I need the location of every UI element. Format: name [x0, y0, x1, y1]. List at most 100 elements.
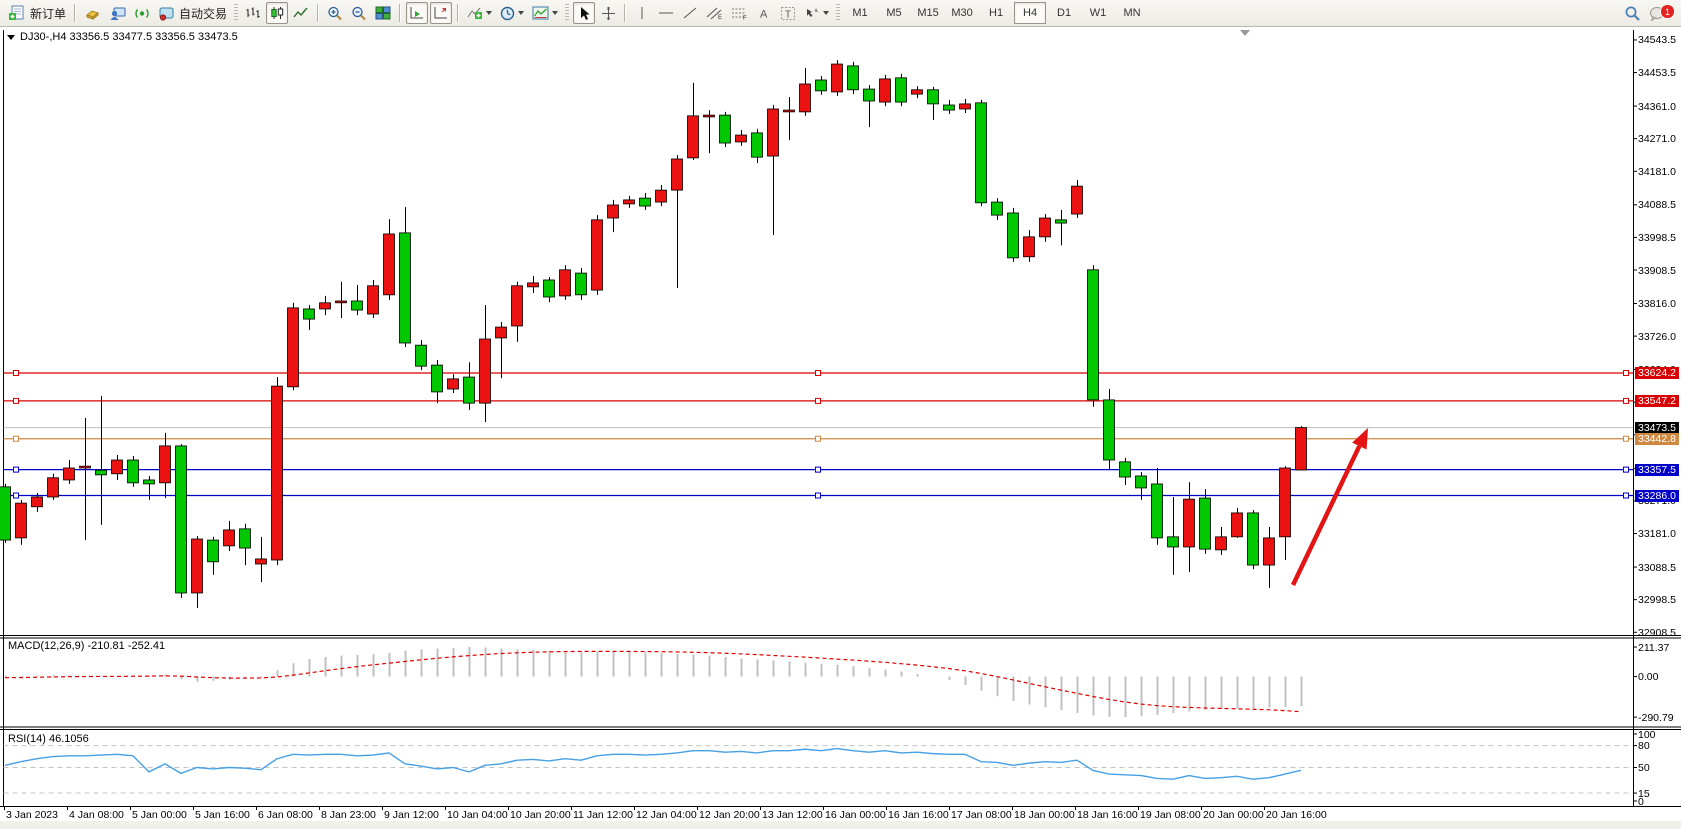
text-button[interactable]: A: [753, 2, 775, 24]
timeframe-m30[interactable]: M30: [951, 7, 973, 19]
candle-body: [1167, 536, 1179, 548]
candle-body: [1103, 399, 1115, 461]
fibonacci-button[interactable]: F: [728, 2, 751, 24]
rsi-tick-label: 0: [1638, 795, 1644, 808]
notification-badge: 1: [1660, 4, 1675, 19]
candle-body: [1279, 467, 1291, 538]
fibonacci-icon: F: [732, 8, 747, 20]
rsi-tick-label: 80: [1638, 740, 1650, 753]
candle-body: [1231, 512, 1243, 538]
timeframe-d1[interactable]: D1: [1057, 7, 1072, 19]
trend-arrow[interactable]: [1290, 445, 1362, 586]
bottom-strip: [0, 821, 1681, 829]
time-tick-label: 6 Jan 08:00: [258, 809, 313, 821]
cursor-icon: [581, 6, 590, 20]
candle-body: [447, 378, 459, 390]
notifications-button[interactable]: 1: [1646, 2, 1675, 24]
cursor-button[interactable]: [573, 2, 596, 24]
search-button[interactable]: [1621, 2, 1644, 24]
clock-icon: [500, 6, 515, 20]
candle-body: [0, 486, 11, 541]
price-tick-label: 34088.5: [1638, 199, 1676, 212]
candle-body: [255, 558, 267, 565]
candle-body: [1007, 212, 1019, 259]
trendline-button[interactable]: [679, 2, 701, 24]
indicators-button[interactable]: [464, 2, 495, 24]
auto-scroll-button[interactable]: [406, 2, 429, 24]
price-tick-label: 32998.5: [1638, 594, 1676, 607]
price-tick-label: 32908.5: [1638, 626, 1676, 639]
new-order-button[interactable]: 新订单: [5, 2, 69, 24]
candle-body: [239, 528, 251, 549]
svg-text:T: T: [785, 9, 791, 20]
terminal-user-icon: [110, 7, 126, 20]
timeframe-m1[interactable]: M1: [852, 7, 868, 19]
signals-button[interactable]: [131, 2, 153, 24]
candle-body: [415, 344, 427, 367]
candle-body: [863, 88, 875, 102]
candle-body: [367, 285, 379, 315]
dropdown-caret: [552, 11, 559, 15]
macd-tick-label: -290.79: [1638, 711, 1674, 724]
timeframe-mn[interactable]: MN: [1123, 7, 1141, 19]
time-tick-label: 20 Jan 16:00: [1266, 809, 1327, 821]
zoom-out-button[interactable]: [348, 2, 370, 24]
collapse-triangle-icon[interactable]: [7, 35, 15, 40]
candle-body: [607, 204, 619, 219]
horizontal-line-button[interactable]: [655, 2, 677, 24]
line-chart-button[interactable]: [290, 2, 312, 24]
rsi-label: RSI(14) 46.1056: [8, 733, 89, 745]
candle-body: [767, 108, 779, 157]
candle-body: [575, 272, 587, 296]
trend-arrow-head[interactable]: [1352, 428, 1368, 450]
candle-body: [479, 338, 491, 404]
candle-body: [783, 109, 795, 113]
bar-chart-button[interactable]: [242, 2, 264, 24]
periods-button[interactable]: [497, 2, 527, 24]
chart-shift-button[interactable]: [430, 2, 453, 24]
candle-body: [1247, 512, 1259, 566]
candle-body: [879, 78, 891, 103]
timeframe-h4[interactable]: H4: [1014, 2, 1047, 24]
dropdown-caret: [486, 11, 493, 15]
templates-button[interactable]: [529, 2, 561, 24]
rsi-tick-label: 50: [1638, 762, 1650, 774]
arrows-button[interactable]: [801, 2, 832, 24]
toolbar-drag-handle[interactable]: [234, 4, 239, 22]
price-tick-label: 33453.5: [1638, 429, 1676, 442]
zoom-in-button[interactable]: [324, 2, 346, 24]
candle-body: [303, 308, 315, 320]
equidistant-channel-button[interactable]: E: [703, 2, 726, 24]
market-watch-button[interactable]: [81, 2, 104, 24]
candle-body: [655, 189, 667, 203]
toolbar-drag-handle[interactable]: [565, 4, 570, 22]
toolbar-drag-handle[interactable]: [836, 4, 841, 22]
candle-body: [271, 385, 283, 561]
autotrading-button[interactable]: 自动交易: [155, 2, 230, 24]
chart-shift-marker[interactable]: [1240, 30, 1250, 36]
candle-body: [495, 326, 507, 339]
timeframe-m5[interactable]: M5: [886, 7, 902, 19]
timeframe-m15[interactable]: M15: [917, 7, 939, 19]
price-tick-label: 34271.0: [1638, 133, 1676, 146]
timeframe-w1[interactable]: W1: [1089, 7, 1107, 19]
time-tick-label: 5 Jan 00:00: [132, 809, 187, 821]
tile-windows-button[interactable]: [372, 2, 394, 24]
candle-body: [815, 79, 827, 92]
time-tick-label: 17 Jan 08:00: [951, 809, 1012, 821]
price-tick-label: 33816.0: [1638, 298, 1676, 311]
time-tick-label: 19 Jan 08:00: [1140, 809, 1201, 821]
vertical-line-button[interactable]: [631, 2, 653, 24]
candlestick-chart-button[interactable]: [266, 2, 289, 24]
search-icon: [1625, 6, 1640, 21]
time-tick-label: 18 Jan 00:00: [1014, 809, 1075, 821]
crosshair-button[interactable]: [597, 2, 619, 24]
timeframe-h1[interactable]: H1: [989, 7, 1004, 19]
time-tick-label: 10 Jan 20:00: [510, 809, 571, 821]
arrows-icon: [807, 8, 819, 17]
terminal-button[interactable]: [106, 2, 129, 24]
candle-body: [1151, 483, 1163, 539]
price-tick-label: 33271.0: [1638, 495, 1676, 508]
candle-body: [1071, 185, 1083, 215]
text-label-button[interactable]: T: [777, 2, 799, 24]
